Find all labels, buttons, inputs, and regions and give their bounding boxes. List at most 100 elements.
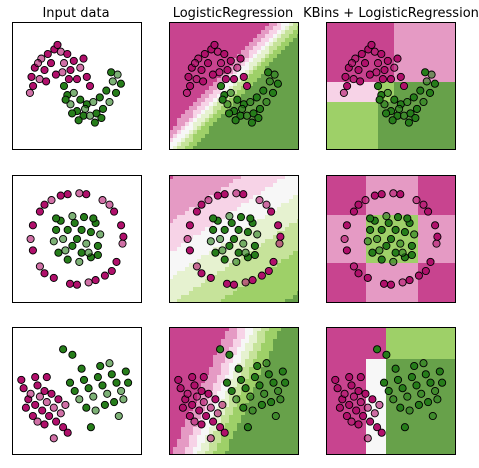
surface-cell: [398, 203, 403, 208]
point-class0: [383, 56, 392, 65]
surface-cell: [281, 102, 286, 107]
surface-cell: [334, 42, 339, 47]
surface-cell: [434, 283, 439, 288]
surface-cell: [446, 255, 451, 260]
surface-cell: [241, 267, 246, 272]
surface-cell: [229, 359, 234, 364]
surface-cell: [257, 223, 262, 228]
surface-cell: [169, 211, 174, 216]
surface-cell: [185, 106, 190, 111]
surface-cell: [410, 267, 415, 272]
surface-cell: [245, 243, 250, 248]
surface-cell: [454, 227, 456, 232]
surface-cell: [434, 175, 439, 180]
surface-cell: [342, 231, 347, 236]
surface-cell: [181, 38, 186, 43]
surface-cell: [221, 30, 226, 35]
surface-cell: [338, 138, 343, 143]
surface-cell: [326, 22, 331, 27]
point-class1: [107, 370, 116, 379]
surface-cell: [454, 38, 456, 43]
surface-cell: [189, 70, 194, 75]
surface-cell: [193, 239, 198, 244]
surface-cell: [374, 94, 379, 99]
surface-cell: [362, 22, 367, 27]
surface-cell: [330, 223, 335, 228]
surface-cell: [273, 347, 278, 352]
surface-cell: [257, 187, 262, 192]
point-class0: [38, 406, 47, 415]
surface-cell: [366, 223, 371, 228]
surface-cell: [181, 114, 186, 119]
surface-cell: [277, 54, 282, 59]
surface-cell: [342, 243, 347, 248]
surface-cell: [346, 215, 351, 220]
surface-cell: [269, 339, 274, 344]
surface-cell: [229, 187, 234, 192]
surface-cell: [342, 211, 347, 216]
point-class0: [220, 190, 229, 199]
surface-cell: [201, 102, 206, 107]
surface-cell: [285, 367, 290, 372]
surface-cell: [229, 335, 234, 340]
point-class1: [247, 118, 256, 127]
surface-cell: [330, 271, 335, 276]
surface-cell: [169, 110, 174, 115]
surface-cell: [450, 187, 455, 192]
surface-cell: [245, 271, 250, 276]
surface-cell: [438, 255, 443, 260]
surface-cell: [334, 38, 339, 43]
surface-cell: [350, 94, 355, 99]
surface-cell: [225, 175, 230, 180]
surface-cell: [289, 34, 294, 39]
surface-cell: [245, 46, 250, 51]
surface-cell: [446, 215, 451, 220]
surface-cell: [245, 199, 250, 204]
surface-cell: [265, 347, 270, 352]
point-class1: [68, 350, 77, 359]
surface-cell: [285, 126, 290, 131]
surface-cell: [229, 134, 234, 139]
surface-cell: [414, 291, 419, 296]
surface-cell: [257, 339, 262, 344]
surface-cell: [390, 50, 395, 55]
surface-cell: [173, 74, 178, 79]
surface-cell: [354, 90, 359, 95]
surface-cell: [402, 22, 407, 27]
surface-cell: [350, 275, 355, 280]
surface-cell: [277, 359, 282, 364]
surface-cell: [257, 46, 262, 51]
surface-cell: [293, 62, 298, 67]
point-class1: [396, 239, 405, 248]
surface-cell: [201, 74, 206, 79]
surface-cell: [338, 46, 343, 51]
surface-cell: [438, 62, 443, 67]
point-class1: [206, 237, 215, 246]
surface-cell: [181, 371, 186, 376]
surface-cell: [297, 339, 299, 344]
surface-cell: [442, 199, 447, 204]
point-class1: [403, 97, 412, 107]
surface-cell: [350, 259, 355, 264]
surface-cell: [261, 179, 266, 184]
surface-cell: [297, 267, 299, 272]
surface-cell: [229, 291, 234, 296]
surface-cell: [253, 146, 258, 150]
surface-cell: [378, 279, 383, 284]
surface-cell: [350, 82, 355, 87]
surface-cell: [402, 30, 407, 35]
surface-cell: [181, 351, 186, 356]
surface-cell: [338, 251, 343, 256]
surface-cell: [169, 271, 174, 276]
surface-cell: [241, 70, 246, 75]
surface-cell: [181, 331, 186, 336]
point-class1: [238, 104, 247, 113]
surface-cell: [261, 235, 266, 240]
surface-cell: [454, 94, 456, 99]
surface-cell: [293, 227, 298, 232]
surface-cell: [330, 66, 335, 71]
surface-cell: [330, 106, 335, 111]
surface-cell: [193, 22, 198, 27]
surface-cell: [370, 287, 375, 292]
surface-cell: [434, 70, 439, 75]
